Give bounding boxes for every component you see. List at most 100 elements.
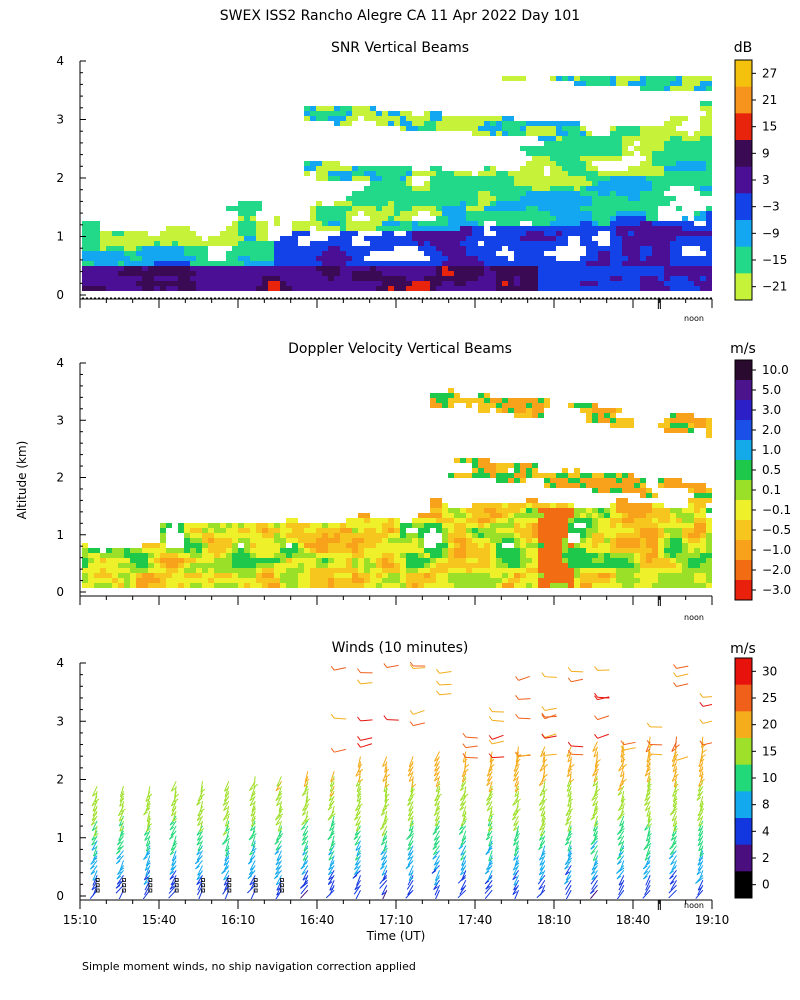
snr-cell — [538, 241, 544, 246]
doppler-cell — [148, 573, 154, 578]
snr-cell — [520, 271, 526, 276]
snr-cell — [454, 231, 460, 236]
wind-barb-flag — [276, 857, 282, 861]
snr-cell — [520, 201, 526, 206]
snr-cell — [436, 266, 442, 271]
wind-barb-flag — [274, 851, 280, 855]
snr-cell — [322, 241, 328, 246]
doppler-cell — [622, 498, 628, 503]
doppler-cell — [622, 538, 628, 543]
snr-cell — [250, 206, 256, 211]
colorbar-label: 0.5 — [762, 463, 781, 477]
snr-cell — [634, 236, 640, 241]
snr-cell — [568, 166, 574, 171]
wind-barb — [275, 855, 282, 866]
doppler-cell — [262, 553, 268, 558]
snr-cell — [700, 211, 706, 216]
snr-cell — [334, 111, 340, 116]
snr-cell — [688, 286, 694, 291]
snr-cell — [184, 241, 190, 246]
snr-cell — [646, 226, 652, 231]
snr-cell — [310, 161, 316, 166]
snr-cell — [682, 176, 688, 181]
snr-cell — [520, 146, 526, 151]
snr-cell — [370, 281, 376, 286]
snr-cell — [484, 271, 490, 276]
snr-cell — [526, 131, 532, 136]
doppler-cell — [304, 573, 310, 578]
doppler-cell — [424, 563, 430, 568]
snr-cell — [622, 276, 628, 281]
doppler-cell — [316, 578, 322, 583]
doppler-cell — [658, 538, 664, 543]
snr-cell — [382, 196, 388, 201]
doppler-cell — [238, 568, 244, 573]
snr-cell — [532, 231, 538, 236]
doppler-cell — [706, 538, 712, 543]
snr-cell — [556, 286, 562, 291]
snr-cell — [496, 191, 502, 196]
snr-cell — [322, 111, 328, 116]
doppler-cell — [226, 543, 232, 548]
snr-cell — [370, 226, 376, 231]
wind-barb — [199, 800, 203, 812]
snr-cell — [202, 241, 208, 246]
doppler-cell — [706, 553, 712, 558]
snr-cell — [628, 141, 634, 146]
snr-cell — [208, 281, 214, 286]
doppler-cell — [568, 563, 574, 568]
doppler-cell — [610, 413, 616, 418]
doppler-cell — [82, 578, 88, 583]
snr-cell — [574, 201, 580, 206]
doppler-cell — [574, 558, 580, 563]
snr-cell — [490, 196, 496, 201]
snr-cell — [484, 171, 490, 176]
snr-cell — [586, 241, 592, 246]
doppler-cell — [262, 533, 268, 538]
doppler-cell — [376, 548, 382, 553]
doppler-cell — [706, 523, 712, 528]
snr-cell — [280, 276, 286, 281]
snr-cell — [448, 241, 454, 246]
doppler-cell — [688, 508, 694, 513]
snr-cell — [310, 266, 316, 271]
snr-cell — [634, 251, 640, 256]
doppler-cell — [214, 538, 220, 543]
snr-cell — [640, 146, 646, 151]
doppler-cell — [616, 498, 622, 503]
snr-cell — [502, 231, 508, 236]
snr-cell — [538, 281, 544, 286]
doppler-cell — [448, 538, 454, 543]
doppler-cell — [586, 583, 592, 588]
doppler-cell — [526, 513, 532, 518]
doppler-cell — [664, 538, 670, 543]
doppler-cell — [94, 573, 100, 578]
snr-cell — [310, 106, 316, 111]
snr-cell — [412, 226, 418, 231]
doppler-cell — [628, 538, 634, 543]
doppler-cell — [310, 568, 316, 573]
snr-cell — [244, 246, 250, 251]
snr-cell — [568, 286, 574, 291]
doppler-cell — [658, 513, 664, 518]
doppler-cell — [682, 563, 688, 568]
snr-cell — [442, 116, 448, 121]
snr-cell — [358, 256, 364, 261]
doppler-cell — [376, 528, 382, 533]
doppler-cell — [430, 548, 436, 553]
snr-cell — [586, 256, 592, 261]
snr-cell — [688, 221, 694, 226]
doppler-cell — [190, 538, 196, 543]
doppler-cell — [322, 573, 328, 578]
snr-cell — [244, 266, 250, 271]
doppler-cell — [298, 568, 304, 573]
snr-cell — [694, 171, 700, 176]
snr-cell — [406, 231, 412, 236]
wind-barb-flag — [330, 778, 335, 783]
snr-cell — [406, 196, 412, 201]
snr-cell — [514, 221, 520, 226]
snr-cell — [448, 251, 454, 256]
snr-cell — [706, 256, 712, 261]
doppler-cell — [514, 398, 520, 403]
snr-cell — [508, 241, 514, 246]
